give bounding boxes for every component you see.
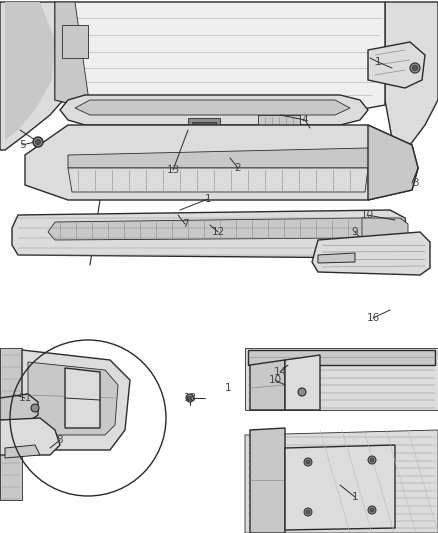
Polygon shape: [0, 394, 38, 422]
Text: 1: 1: [205, 194, 211, 204]
Text: 4: 4: [302, 115, 308, 125]
Circle shape: [306, 510, 310, 514]
Polygon shape: [60, 95, 368, 125]
Polygon shape: [368, 125, 418, 200]
Text: 13: 13: [166, 165, 180, 175]
Polygon shape: [55, 2, 90, 108]
Text: 3: 3: [412, 178, 418, 188]
Circle shape: [410, 63, 420, 73]
Circle shape: [368, 456, 376, 464]
Polygon shape: [362, 218, 408, 245]
Polygon shape: [192, 122, 216, 134]
Circle shape: [370, 508, 374, 512]
Text: 11: 11: [18, 393, 32, 403]
Circle shape: [298, 388, 306, 396]
Polygon shape: [368, 42, 425, 88]
Text: 12: 12: [212, 227, 225, 237]
Text: 13: 13: [184, 393, 197, 403]
Polygon shape: [62, 25, 88, 58]
Polygon shape: [285, 355, 320, 410]
Text: 1: 1: [225, 383, 231, 393]
Polygon shape: [75, 100, 350, 115]
Polygon shape: [5, 445, 40, 458]
Polygon shape: [385, 2, 438, 155]
Circle shape: [368, 506, 376, 514]
Polygon shape: [312, 232, 430, 275]
Polygon shape: [5, 2, 55, 140]
Circle shape: [370, 458, 374, 462]
Text: 9: 9: [352, 227, 358, 237]
Polygon shape: [65, 368, 100, 428]
Text: 7: 7: [182, 219, 188, 229]
Circle shape: [31, 404, 39, 412]
Polygon shape: [12, 210, 408, 258]
Circle shape: [33, 137, 43, 147]
Circle shape: [188, 396, 192, 400]
Polygon shape: [68, 168, 368, 192]
Polygon shape: [248, 350, 435, 365]
Polygon shape: [55, 2, 385, 120]
Text: 8: 8: [57, 435, 64, 445]
Polygon shape: [250, 428, 285, 533]
Polygon shape: [0, 2, 75, 150]
Circle shape: [304, 508, 312, 516]
Polygon shape: [72, 130, 368, 155]
Circle shape: [186, 394, 194, 402]
Polygon shape: [0, 348, 22, 500]
Polygon shape: [258, 115, 300, 130]
Text: 10: 10: [268, 375, 282, 385]
Polygon shape: [245, 430, 438, 533]
Polygon shape: [22, 350, 130, 450]
Polygon shape: [0, 418, 60, 455]
Circle shape: [413, 66, 417, 70]
Text: 16: 16: [366, 313, 380, 323]
Text: 10: 10: [360, 210, 374, 220]
Polygon shape: [250, 360, 285, 410]
Circle shape: [304, 458, 312, 466]
Polygon shape: [28, 362, 118, 435]
Polygon shape: [285, 445, 395, 530]
Text: 1: 1: [374, 57, 381, 67]
Text: 2: 2: [235, 163, 241, 173]
Circle shape: [306, 460, 310, 464]
Polygon shape: [188, 118, 220, 138]
Circle shape: [35, 140, 40, 144]
Polygon shape: [25, 125, 418, 200]
Text: 1: 1: [352, 492, 358, 502]
Polygon shape: [318, 253, 355, 263]
Text: 5: 5: [19, 140, 25, 150]
Polygon shape: [68, 148, 408, 168]
Polygon shape: [48, 218, 368, 240]
Text: 14: 14: [273, 367, 286, 377]
Polygon shape: [245, 348, 438, 410]
